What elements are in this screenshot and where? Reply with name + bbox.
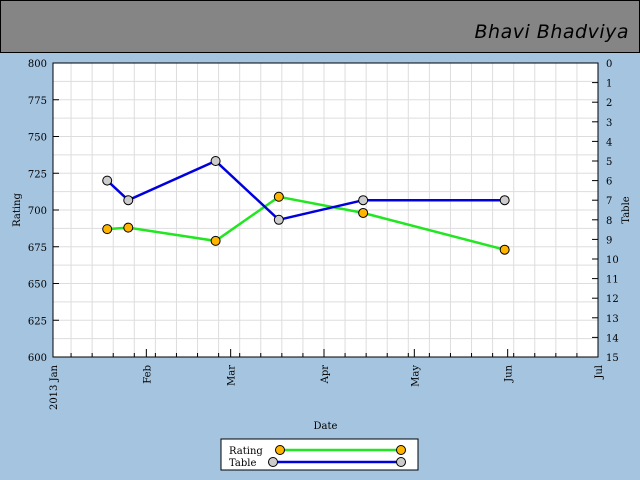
y-axis-title: Rating (12, 193, 23, 227)
legend-label: Rating (229, 446, 263, 457)
y-tick-label: 625 (28, 316, 47, 327)
y2-tick-label: 13 (606, 314, 619, 325)
y2-tick-label: 9 (606, 235, 612, 246)
x-tick-label: Jun (504, 364, 515, 382)
data-point-rating (210, 235, 221, 246)
y-tick-label: 725 (28, 169, 47, 180)
legend-marker (268, 457, 278, 467)
y2-tick-label: 12 (606, 294, 619, 305)
x-tick-label: Apr (320, 365, 331, 385)
legend-marker (275, 445, 285, 455)
y2-tick-label: 6 (606, 177, 612, 188)
legend-box (220, 438, 419, 471)
y2-tick-label: 11 (606, 275, 619, 286)
y-tick-label: 700 (28, 206, 47, 217)
data-point-table (210, 156, 221, 166)
x-tick-label: Feb (142, 365, 153, 384)
y2-axis-title: Table (621, 196, 632, 223)
legend-marker (396, 445, 406, 455)
header-bar: Bhavi Bhadviya (0, 0, 640, 53)
y2-tick-label: 0 (606, 59, 612, 70)
data-point-rating (499, 244, 510, 255)
y-tick-label: 775 (28, 96, 47, 107)
data-point-table (102, 175, 113, 186)
x-tick-label: May (410, 365, 421, 387)
x-axis-title: Date (314, 421, 338, 432)
y2-tick-label: 14 (606, 333, 619, 344)
x-tick-label: Jul (594, 365, 605, 380)
legend-marker (396, 457, 406, 467)
y2-tick-label: 3 (606, 118, 612, 129)
data-point-rating (358, 207, 369, 218)
data-point-table (499, 195, 510, 206)
y2-tick-label: 2 (606, 98, 612, 109)
data-point-table (123, 195, 134, 206)
data-point-rating (273, 191, 284, 202)
x-tick-label: Mar (227, 365, 238, 386)
y-tick-label: 675 (28, 243, 47, 254)
y2-tick-label: 1 (606, 79, 612, 90)
plot-border (52, 62, 599, 358)
data-point-rating (102, 224, 113, 235)
player-name: Bhavi Bhadviya (474, 21, 629, 43)
y2-tick-label: 15 (606, 353, 619, 364)
data-point-table (273, 214, 284, 225)
y2-tick-label: 4 (606, 137, 612, 148)
data-point-table (358, 195, 369, 206)
y2-tick-label: 10 (606, 255, 619, 266)
x-tick-label: 2013 Jan (49, 364, 60, 410)
y2-tick-label: 5 (606, 157, 612, 168)
y-tick-label: 800 (28, 59, 47, 70)
y-tick-label: 650 (28, 280, 47, 291)
data-point-rating (123, 222, 134, 233)
legend-label: Table (229, 458, 256, 469)
y-tick-label: 750 (28, 133, 47, 144)
y-tick-label: 600 (28, 353, 47, 364)
y2-tick-label: 8 (606, 216, 612, 227)
y2-tick-label: 7 (606, 196, 612, 207)
